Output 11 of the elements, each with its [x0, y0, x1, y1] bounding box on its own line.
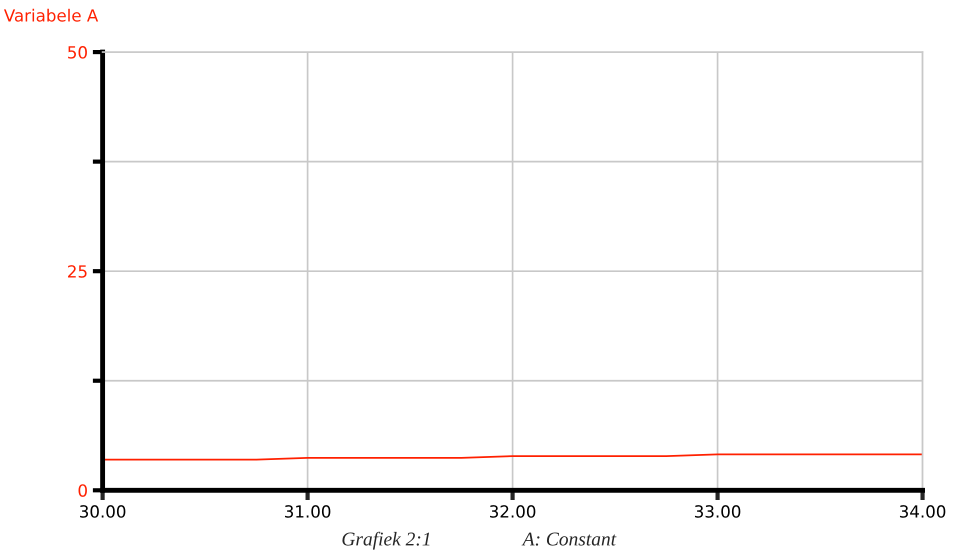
y-tick-label: 25	[68, 265, 87, 278]
text: A: Constant	[522, 532, 616, 546]
x-tick-label: 32.00	[490, 505, 536, 518]
y-axis-title: Variabele A	[4, 8, 98, 22]
text: Grafiek 2:1	[342, 532, 430, 550]
y-tick-label: 50	[68, 46, 87, 59]
x-tick-label: 34.00	[900, 505, 946, 518]
x-tick-label: 31.00	[285, 505, 330, 518]
y-tick-label: 0	[78, 484, 87, 497]
x-tick-label: 30.00	[80, 505, 126, 518]
x-tick-label: 33.00	[694, 505, 740, 518]
